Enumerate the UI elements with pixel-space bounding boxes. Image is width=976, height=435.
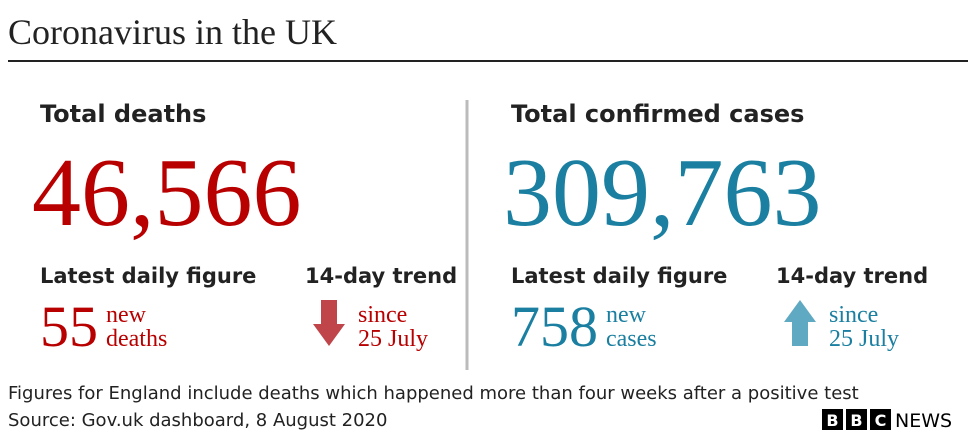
daily-unit: cases — [606, 326, 657, 352]
logo-box — [870, 409, 891, 430]
footnote: Figures for England include deaths which… — [8, 383, 859, 404]
trend-text: since — [358, 302, 407, 328]
trend-heading: 14-day trend — [776, 264, 928, 288]
wordmark: NEWS — [895, 410, 952, 432]
total-value: 46,566 — [32, 139, 302, 247]
trend-text: 25 July — [829, 326, 899, 352]
daily-heading: Latest daily figure — [40, 264, 256, 288]
daily-heading: Latest daily figure — [511, 264, 727, 288]
total-value: 309,763 — [503, 139, 822, 247]
trend-text: since — [829, 302, 878, 328]
trend-arrow — [313, 300, 345, 346]
daily-value: 55 — [40, 294, 98, 359]
title: Coronavirus in the UK — [8, 12, 337, 52]
source: Source: Gov.uk dashboard, 8 August 2020 — [8, 410, 387, 431]
logo-letter: B — [850, 411, 862, 430]
panel-heading: Total deaths — [40, 100, 206, 128]
logo-letter: B — [826, 411, 838, 430]
trend-arrow — [784, 300, 816, 346]
logo-box — [846, 409, 867, 430]
daily-unit: deaths — [106, 326, 167, 352]
logo-box — [822, 409, 843, 430]
logo-letter: C — [875, 411, 887, 430]
panel-heading: Total confirmed cases — [511, 100, 804, 128]
daily-value: 758 — [511, 294, 598, 359]
daily-unit: new — [106, 302, 147, 328]
trend-heading: 14-day trend — [305, 264, 457, 288]
daily-unit: new — [606, 302, 647, 328]
trend-text: 25 July — [358, 326, 428, 352]
